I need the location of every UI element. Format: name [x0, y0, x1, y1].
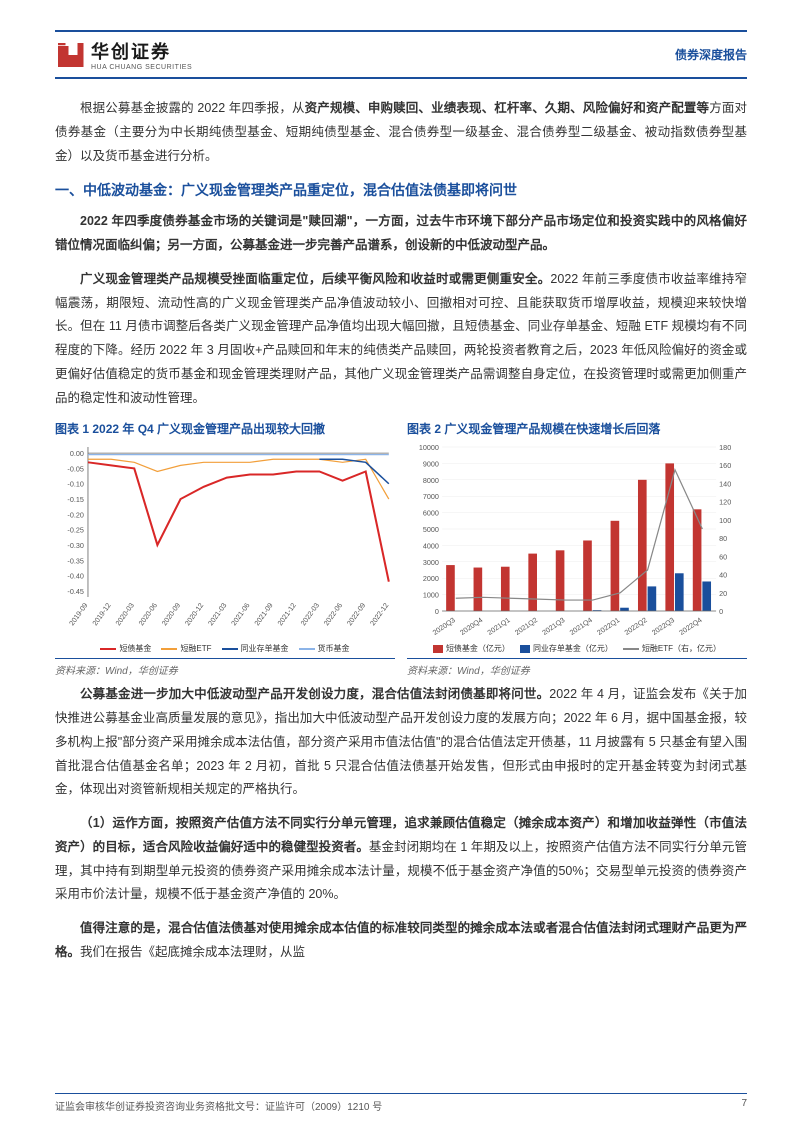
svg-text:2022-03: 2022-03	[299, 602, 321, 628]
svg-text:2020-03: 2020-03	[114, 602, 136, 628]
svg-text:-0.20: -0.20	[67, 512, 83, 520]
svg-text:2020-06: 2020-06	[137, 602, 159, 628]
svg-text:4000: 4000	[423, 543, 439, 551]
svg-text:2020-09: 2020-09	[160, 602, 182, 628]
svg-text:80: 80	[719, 535, 727, 543]
chart-1: 0.00 -0.05 -0.10 -0.15 -0.20 -0.25 -0.30 -0.35 -…	[55, 441, 395, 641]
svg-text:2019-12: 2019-12	[91, 602, 113, 628]
svg-text:2019-09: 2019-09	[68, 602, 90, 628]
svg-text:10000: 10000	[419, 444, 439, 452]
svg-text:2021-03: 2021-03	[207, 602, 229, 628]
para-2-rest: 2022 年前三季度债市收益率维持窄幅震荡，期限短、流动性高的广义现金管理类产品…	[55, 272, 747, 405]
svg-text:0.00: 0.00	[70, 450, 84, 458]
svg-text:0: 0	[719, 608, 723, 616]
svg-text:8000: 8000	[423, 477, 439, 485]
para-4: （1）运作方面，按照资产估值方法不同实行分单元管理，追求兼顾估值稳定（摊余成本资…	[55, 812, 747, 907]
svg-text:2020Q3: 2020Q3	[431, 616, 457, 637]
para-3-rest: 2022 年 4 月，证监会发布《关于加快推进公募基金业高质量发展的意见》，指出…	[55, 687, 747, 796]
svg-text:20: 20	[719, 590, 727, 598]
footer-left: 证监会审核华创证券投资咨询业务资格批文号：证监许可（2009）1210 号	[55, 1098, 382, 1113]
svg-text:-0.10: -0.10	[67, 481, 83, 489]
chart-2: 0100020003000400050006000700080009000100…	[407, 441, 747, 641]
svg-text:-0.15: -0.15	[67, 496, 83, 504]
chart-1-source: 资料来源：Wind，华创证券	[55, 658, 395, 677]
svg-text:2000: 2000	[423, 576, 439, 584]
para-3: 公募基金进一步加大中低波动型产品开发创设力度，混合估值法封闭债基即将问世。202…	[55, 683, 747, 802]
svg-text:2021-09: 2021-09	[253, 602, 275, 628]
svg-text:-0.45: -0.45	[67, 588, 83, 596]
svg-text:2020-12: 2020-12	[184, 602, 206, 628]
svg-text:5000: 5000	[423, 526, 439, 534]
svg-text:2021Q3: 2021Q3	[541, 616, 567, 637]
svg-text:-0.35: -0.35	[67, 558, 83, 566]
svg-text:2022-06: 2022-06	[322, 602, 344, 628]
charts-row: 图表 1 2022 年 Q4 广义现金管理产品出现较大回撤 0.00 -0.05 -…	[55, 420, 747, 677]
svg-text:7000: 7000	[423, 494, 439, 502]
chart-2-column: 图表 2 广义现金管理产品规模在快速增长后回落 0100020003000400…	[407, 420, 747, 677]
svg-text:-0.40: -0.40	[67, 573, 83, 581]
para-1: 2022 年四季度债券基金市场的关键词是"赎回潮"，一方面，过去牛市环境下部分产…	[55, 210, 747, 258]
svg-text:2022Q2: 2022Q2	[623, 616, 649, 637]
svg-text:2021Q2: 2021Q2	[513, 616, 539, 637]
svg-text:-0.30: -0.30	[67, 542, 83, 550]
intro-paragraph: 根据公募基金披露的 2022 年四季报，从资产规模、申购赎回、业绩表现、杠杆率、…	[55, 97, 747, 168]
page-header: 华创证券 HUA CHUANG SECURITIES 债券深度报告	[55, 30, 747, 79]
svg-text:6000: 6000	[423, 510, 439, 518]
svg-text:2020Q4: 2020Q4	[459, 616, 485, 637]
chart-1-legend: 短债基金短融ETF同业存单基金货币基金	[55, 643, 395, 654]
chart-2-source: 资料来源：Wind，华创证券	[407, 658, 747, 677]
svg-text:100: 100	[719, 517, 731, 525]
svg-text:140: 140	[719, 481, 731, 489]
svg-text:120: 120	[719, 499, 731, 507]
svg-text:180: 180	[719, 444, 731, 452]
svg-text:2021-12: 2021-12	[276, 602, 298, 628]
svg-text:2021Q4: 2021Q4	[568, 616, 594, 637]
para-2-lead: 广义现金管理类产品规模受挫面临重定位，后续平衡风险和收益时或需更侧重安全。	[80, 272, 550, 286]
svg-text:3000: 3000	[423, 559, 439, 567]
svg-text:2021Q1: 2021Q1	[486, 616, 512, 637]
intro-bold: 资产规模、申购赎回、业绩表现、杠杆率、久期、风险偏好和资产配置等	[305, 101, 710, 115]
svg-text:2022Q4: 2022Q4	[678, 616, 704, 637]
svg-text:60: 60	[719, 554, 727, 562]
chart-2-legend: 短债基金（亿元）同业存单基金（亿元）短融ETF（右，亿元）	[407, 643, 747, 654]
page-footer: 证监会审核华创证券投资咨询业务资格批文号：证监许可（2009）1210 号 7	[55, 1093, 747, 1113]
svg-text:2021-06: 2021-06	[230, 602, 252, 628]
para-3-lead: 公募基金进一步加大中低波动型产品开发创设力度，混合估值法封闭债基即将问世。	[80, 687, 549, 701]
svg-text:0: 0	[435, 608, 439, 616]
footer-page-number: 7	[741, 1098, 747, 1113]
chart-1-column: 图表 1 2022 年 Q4 广义现金管理产品出现较大回撤 0.00 -0.05 -…	[55, 420, 395, 677]
svg-text:2022-09: 2022-09	[346, 602, 368, 628]
svg-text:160: 160	[719, 463, 731, 471]
company-logo-icon	[55, 40, 85, 70]
svg-text:40: 40	[719, 572, 727, 580]
chart-2-title: 图表 2 广义现金管理产品规模在快速增长后回落	[407, 420, 747, 437]
svg-text:-0.05: -0.05	[67, 466, 83, 474]
section-1-title: 一、中低波动基金：广义现金管理类产品重定位，混合估值法债基即将问世	[55, 180, 747, 200]
report-type: 债券深度报告	[675, 46, 747, 63]
svg-text:1000: 1000	[423, 592, 439, 600]
para-5: 值得注意的是，混合估值法债基对使用摊余成本估值的标准较同类型的摊余成本法或者混合…	[55, 917, 747, 965]
logo-text-en: HUA CHUANG SECURITIES	[91, 64, 192, 71]
svg-text:2022Q3: 2022Q3	[650, 616, 676, 637]
logo: 华创证券 HUA CHUANG SECURITIES	[55, 38, 192, 71]
para-2: 广义现金管理类产品规模受挫面临重定位，后续平衡风险和收益时或需更侧重安全。202…	[55, 268, 747, 411]
logo-text-cn: 华创证券	[91, 38, 192, 64]
svg-text:9000: 9000	[423, 461, 439, 469]
chart-1-title: 图表 1 2022 年 Q4 广义现金管理产品出现较大回撤	[55, 420, 395, 437]
para-5-rest: 我们在报告《起底摊余成本法理财，从监	[80, 945, 305, 959]
svg-text:-0.25: -0.25	[67, 527, 83, 535]
svg-text:2022Q1: 2022Q1	[596, 616, 622, 637]
svg-text:2022-12: 2022-12	[369, 602, 391, 628]
